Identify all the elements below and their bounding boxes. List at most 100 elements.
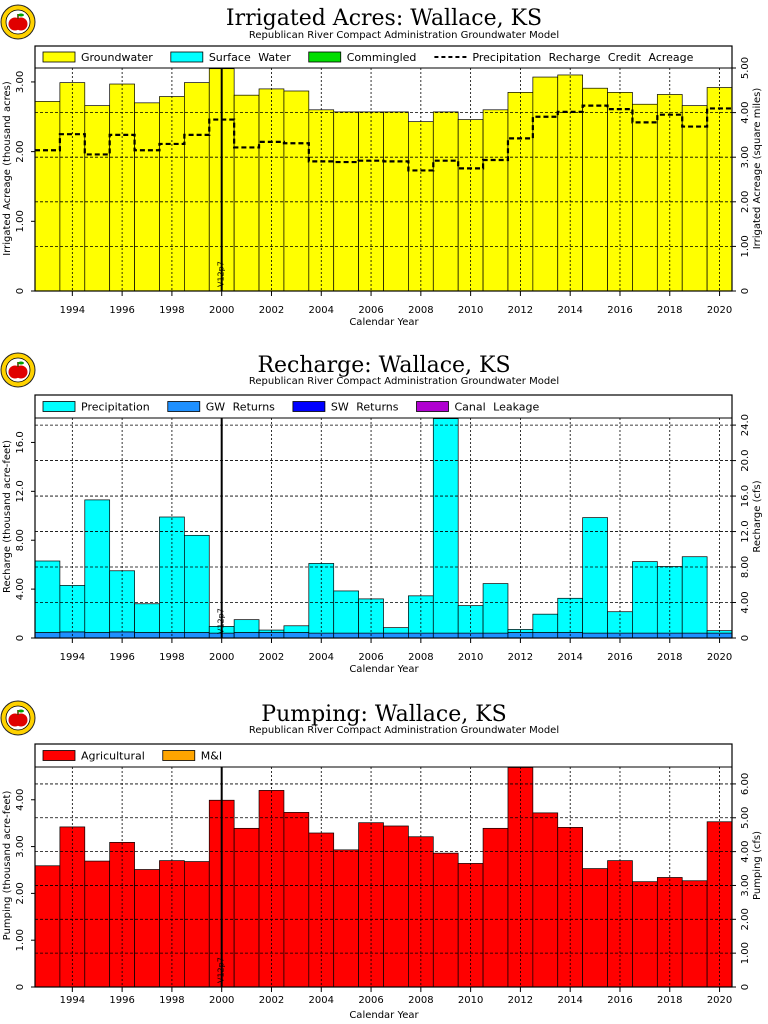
legend-label: Precipitation Recharge Credit Acreage bbox=[472, 51, 693, 64]
x-tick-label: 1994 bbox=[60, 652, 85, 663]
x-tick-label: 1998 bbox=[159, 652, 184, 663]
bar-precipitation-2001 bbox=[233, 619, 260, 633]
bar-agricultural-1994 bbox=[59, 826, 86, 988]
legend-label: SW Returns bbox=[331, 401, 399, 414]
legend-label: Commingled bbox=[347, 51, 417, 64]
legend: Precipitation GW Returns SW Returns Canal L… bbox=[42, 401, 540, 414]
y2-tick-label: 12.0 bbox=[740, 520, 751, 542]
bar-precipitation-1997 bbox=[134, 603, 160, 633]
x-tick-label: 2020 bbox=[707, 652, 732, 663]
x-tick-label: 2016 bbox=[607, 995, 632, 1006]
bar-gw-returns-1995 bbox=[84, 632, 111, 639]
x-tick-label: 2004 bbox=[309, 652, 334, 663]
y2-tick-label: 6.00 bbox=[740, 773, 751, 795]
legend-label: Canal Leakage bbox=[455, 401, 540, 414]
bar-precipitation-1995 bbox=[84, 499, 111, 633]
bar-groundwater-1997 bbox=[134, 102, 160, 292]
bar-agricultural-2019 bbox=[681, 880, 708, 988]
y2-tick-label: 20.0 bbox=[740, 449, 751, 471]
legend-label: Surface Water bbox=[209, 51, 291, 64]
x-tick-label: 2004 bbox=[309, 305, 334, 316]
version-marker-label: V12p7 bbox=[217, 608, 226, 634]
x-tick-label: 2016 bbox=[607, 652, 632, 663]
x-tick-label: 2016 bbox=[607, 305, 632, 316]
bar-precipitation-1993 bbox=[34, 560, 61, 633]
legend-swatch bbox=[42, 750, 76, 761]
y-axis-label: Irrigated Acreage (thousand acres) bbox=[2, 81, 13, 256]
bar-agricultural-2015 bbox=[582, 868, 608, 988]
x-tick-label: 2008 bbox=[408, 652, 433, 663]
y2-tick-label: 0 bbox=[740, 288, 751, 294]
bar-precipitation-2005 bbox=[333, 590, 359, 634]
bar-gw-returns-1997 bbox=[134, 632, 160, 639]
legend-label: Groundwater bbox=[81, 51, 153, 64]
y2-tick-label: 4.00 bbox=[740, 101, 751, 123]
legend-label: Agricultural bbox=[81, 750, 145, 763]
chart-subtitle: Republican River Compact Administration … bbox=[249, 725, 559, 736]
x-tick-label: 2002 bbox=[259, 995, 284, 1006]
bar-agricultural-2007 bbox=[383, 825, 409, 988]
x-tick-label: 1996 bbox=[109, 995, 134, 1006]
y-axis-label: Recharge (thousand acre-feet) bbox=[2, 440, 13, 593]
bar-precipitation-1999 bbox=[184, 534, 210, 633]
legend-swatch bbox=[308, 51, 342, 63]
x-tick-label: 2004 bbox=[309, 995, 334, 1006]
y2-axis-label: Pumping (cfs) bbox=[752, 831, 763, 900]
x-tick-label: 2014 bbox=[557, 652, 582, 663]
y-tick-label: 16.0 bbox=[15, 431, 26, 453]
legend-label: Precipitation bbox=[81, 401, 150, 414]
x-tick-label: 2010 bbox=[458, 305, 483, 316]
bar-gw-returns-2007 bbox=[383, 632, 409, 639]
bar-agricultural-1996 bbox=[109, 842, 135, 988]
bar-agricultural-2003 bbox=[283, 812, 310, 988]
y-tick-label: 4.00 bbox=[15, 789, 26, 811]
bar-agricultural-1995 bbox=[84, 860, 111, 988]
y2-tick-label: 1.00 bbox=[740, 942, 751, 964]
x-tick-label: 2018 bbox=[657, 652, 682, 663]
bar-groundwater-1993 bbox=[34, 101, 61, 292]
bar-precipitation-2011 bbox=[482, 583, 509, 634]
bar-groundwater-2017 bbox=[632, 103, 658, 292]
line-precipitation-recharge-credit bbox=[35, 104, 732, 172]
x-tick-label: 1994 bbox=[60, 305, 85, 316]
bar-gw-returns-2001 bbox=[233, 632, 260, 639]
plot-frame bbox=[34, 394, 733, 639]
apple-logo-icon bbox=[0, 700, 36, 736]
x-axis-label: Calendar Year bbox=[349, 664, 419, 675]
x-tick-label: 2018 bbox=[657, 305, 682, 316]
x-tick-label: 2018 bbox=[657, 995, 682, 1006]
bar-gw-returns-2005 bbox=[333, 632, 359, 639]
y2-tick-label: 3.00 bbox=[740, 146, 751, 168]
y-axis-label: Pumping (thousand acre-feet) bbox=[2, 791, 13, 941]
y-tick-label: 2.00 bbox=[15, 140, 26, 162]
y2-tick-label: 5.00 bbox=[740, 57, 751, 79]
x-tick-label: 2014 bbox=[557, 995, 582, 1006]
legend-swatch bbox=[42, 401, 76, 412]
bar-gw-returns-2015 bbox=[582, 632, 608, 639]
bar-agricultural-2011 bbox=[482, 827, 509, 988]
legend-swatch bbox=[170, 51, 204, 63]
bar-groundwater-2011 bbox=[482, 109, 509, 292]
bar-precipitation-2007 bbox=[383, 627, 409, 634]
bar-groundwater-2019 bbox=[681, 105, 708, 292]
plot-frame bbox=[34, 743, 733, 988]
x-tick-label: 2010 bbox=[458, 995, 483, 1006]
x-tick-label: 1998 bbox=[159, 305, 184, 316]
y2-tick-label: 8.00 bbox=[740, 556, 751, 578]
bar-agricultural-1997 bbox=[134, 869, 160, 988]
x-tick-label: 2000 bbox=[209, 652, 234, 663]
bar-gw-returns-1999 bbox=[184, 632, 210, 639]
bar-gw-returns-2011 bbox=[482, 632, 509, 639]
y-tick-label: 0 bbox=[15, 288, 26, 294]
y2-tick-label: 3.00 bbox=[740, 874, 751, 896]
y2-tick-label: 1.00 bbox=[740, 235, 751, 257]
x-tick-label: 2006 bbox=[358, 305, 383, 316]
bar-precipitation-2019 bbox=[681, 556, 708, 634]
legend-label: M&I bbox=[201, 750, 222, 763]
y2-tick-label: 4.00 bbox=[740, 591, 751, 613]
chart-title: Irrigated Acres: Wallace, KS bbox=[226, 6, 542, 31]
y2-tick-label: 0 bbox=[740, 984, 751, 990]
legend-swatch bbox=[292, 401, 326, 412]
bar-gw-returns-2013 bbox=[532, 632, 559, 639]
apple-logo-icon bbox=[0, 352, 36, 388]
